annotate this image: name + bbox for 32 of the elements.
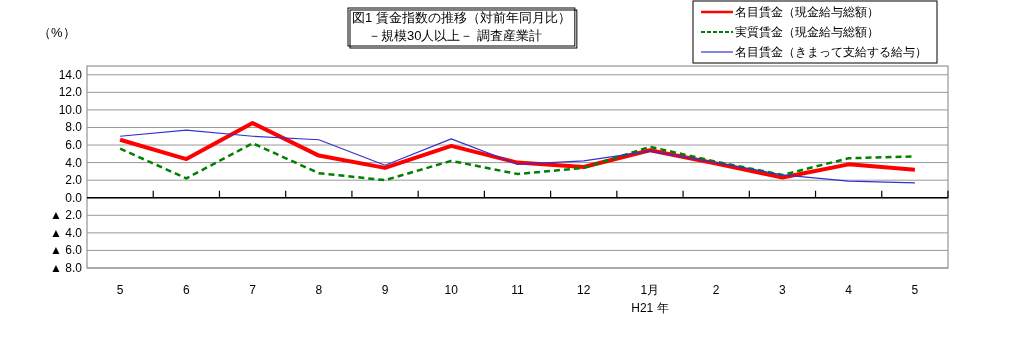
chart-subtitle: －規模30人以上－ 調査産業計 [368, 28, 543, 43]
x-tick-label: 11 [511, 283, 525, 297]
y-tick-label: 4.0 [65, 155, 83, 170]
y-tick-label: 8.0 [65, 120, 83, 135]
y-tick-label: ▲ 2.0 [50, 208, 83, 223]
x-tick-label: 9 [381, 283, 389, 297]
y-tick-label: 2.0 [65, 173, 83, 188]
chart-title: 図1 賃金指数の推移（対前年同月比） [352, 10, 571, 25]
legend-label: 名目賃金（きまって支給する給与） [735, 45, 927, 59]
y-tick-label: ▲ 4.0 [50, 225, 83, 240]
x-tick-label: 6 [183, 283, 190, 297]
y-tick-label: 0.0 [65, 190, 83, 205]
x-tick-label: 1月 [640, 283, 660, 297]
y-tick-label: ▲ 6.0 [50, 243, 83, 258]
x-tick-label: 7 [249, 283, 257, 297]
x-tick-label: 12 [577, 283, 591, 297]
legend-label: 実質賃金（現金給与総額） [735, 25, 879, 39]
x-tick-label: 3 [779, 283, 787, 297]
y-axis-title: （%） [38, 25, 76, 40]
x-tick-label: 10 [444, 283, 459, 297]
x-tick-label: 5 [116, 283, 124, 297]
x-tick-label: 8 [315, 283, 323, 297]
x-tick-label: 4 [845, 283, 853, 297]
x-tick-label: 5 [911, 283, 919, 297]
text: H21 年 [631, 301, 669, 315]
x-tick-label: 2 [712, 283, 720, 297]
y-tick-label: 6.0 [65, 138, 83, 153]
y-tick-label: 14.0 [58, 67, 83, 82]
y-tick-label: 12.0 [58, 85, 83, 100]
y-tick-label: ▲ 8.0 [50, 261, 83, 275]
y-tick-label: 10.0 [58, 102, 83, 117]
legend-label: 名目賃金（現金給与総額） [735, 5, 879, 19]
